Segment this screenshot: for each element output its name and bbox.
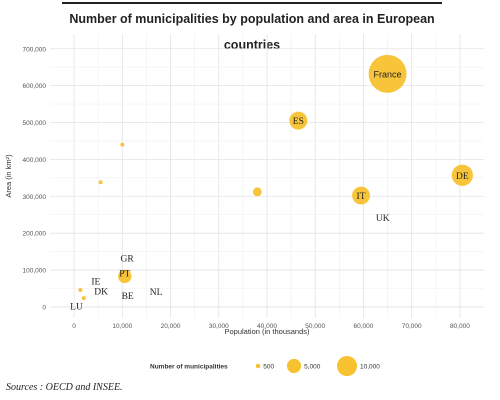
legend-bubble bbox=[255, 363, 261, 369]
x-tick-label: 40,000 bbox=[257, 323, 277, 330]
bubble bbox=[81, 296, 86, 301]
legend-bubble bbox=[286, 358, 302, 374]
y-tick-label: 700,000 bbox=[23, 46, 47, 53]
country-label: IE bbox=[91, 278, 100, 288]
legend-bubble bbox=[337, 356, 357, 376]
legend-label: 10,000 bbox=[360, 364, 380, 371]
x-tick-label: 10,000 bbox=[112, 323, 132, 330]
x-tick-label: 70,000 bbox=[402, 323, 422, 330]
country-label: IT bbox=[357, 192, 366, 202]
country-label: DK bbox=[94, 288, 108, 298]
country-label: France bbox=[374, 69, 402, 79]
x-axis-label: Population (in thousands) bbox=[224, 327, 310, 336]
country-label: NL bbox=[150, 288, 163, 298]
bubble-chart: 0 100,000 200,000 300,000 400,000 500,000 600,… bbox=[4, 34, 484, 376]
y-tick-label: 400,000 bbox=[23, 157, 47, 164]
country-label: PT bbox=[119, 270, 130, 280]
source-note: Sources : OECD and INSEE. bbox=[6, 382, 123, 393]
x-tick-label: 30,000 bbox=[209, 323, 229, 330]
bubble bbox=[352, 186, 370, 205]
x-tick-label: 50,000 bbox=[305, 323, 325, 330]
country-label: BE bbox=[122, 292, 134, 302]
bubble bbox=[368, 54, 407, 93]
bubble bbox=[78, 287, 83, 292]
bubble bbox=[118, 269, 132, 284]
country-label: GR bbox=[121, 255, 135, 265]
legend-label: 5,000 bbox=[304, 364, 321, 371]
y-tick-label: 200,000 bbox=[23, 231, 47, 238]
y-tick-labels: 0 100,000 200,000 300,000 400,000 500,000 600,… bbox=[23, 46, 47, 311]
gridlines bbox=[50, 34, 484, 318]
country-label: ES bbox=[293, 117, 304, 127]
bubble bbox=[252, 187, 262, 197]
y-axis-label: Area (in km²) bbox=[4, 154, 13, 198]
x-tick-label: 60,000 bbox=[353, 323, 373, 330]
x-tick-label: 20,000 bbox=[161, 323, 181, 330]
bubble bbox=[122, 271, 127, 276]
x-tick-label: 0 bbox=[72, 323, 76, 330]
country-label: UK bbox=[376, 214, 390, 224]
x-tick-label: 80,000 bbox=[450, 323, 470, 330]
y-tick-label: 0 bbox=[42, 304, 46, 311]
bubble bbox=[289, 111, 308, 130]
x-tick-labels: 0 10,000 20,000 30,000 40,000 50,000 60,000 70,… bbox=[72, 323, 470, 330]
legend: Number of municipalities 500 5,000 10,000 bbox=[150, 356, 380, 376]
bubble bbox=[98, 180, 103, 185]
country-label: LU bbox=[70, 302, 83, 312]
y-tick-label: 100,000 bbox=[23, 268, 47, 275]
legend-title: Number of municipalities bbox=[150, 364, 228, 371]
y-tick-label: 300,000 bbox=[23, 194, 47, 201]
y-tick-label: 600,000 bbox=[23, 83, 47, 90]
country-label: DE bbox=[456, 172, 469, 182]
bubbles bbox=[78, 54, 473, 301]
bubble bbox=[120, 142, 125, 147]
bubble bbox=[451, 164, 473, 186]
legend-label: 500 bbox=[263, 364, 274, 371]
y-tick-label: 500,000 bbox=[23, 120, 47, 127]
